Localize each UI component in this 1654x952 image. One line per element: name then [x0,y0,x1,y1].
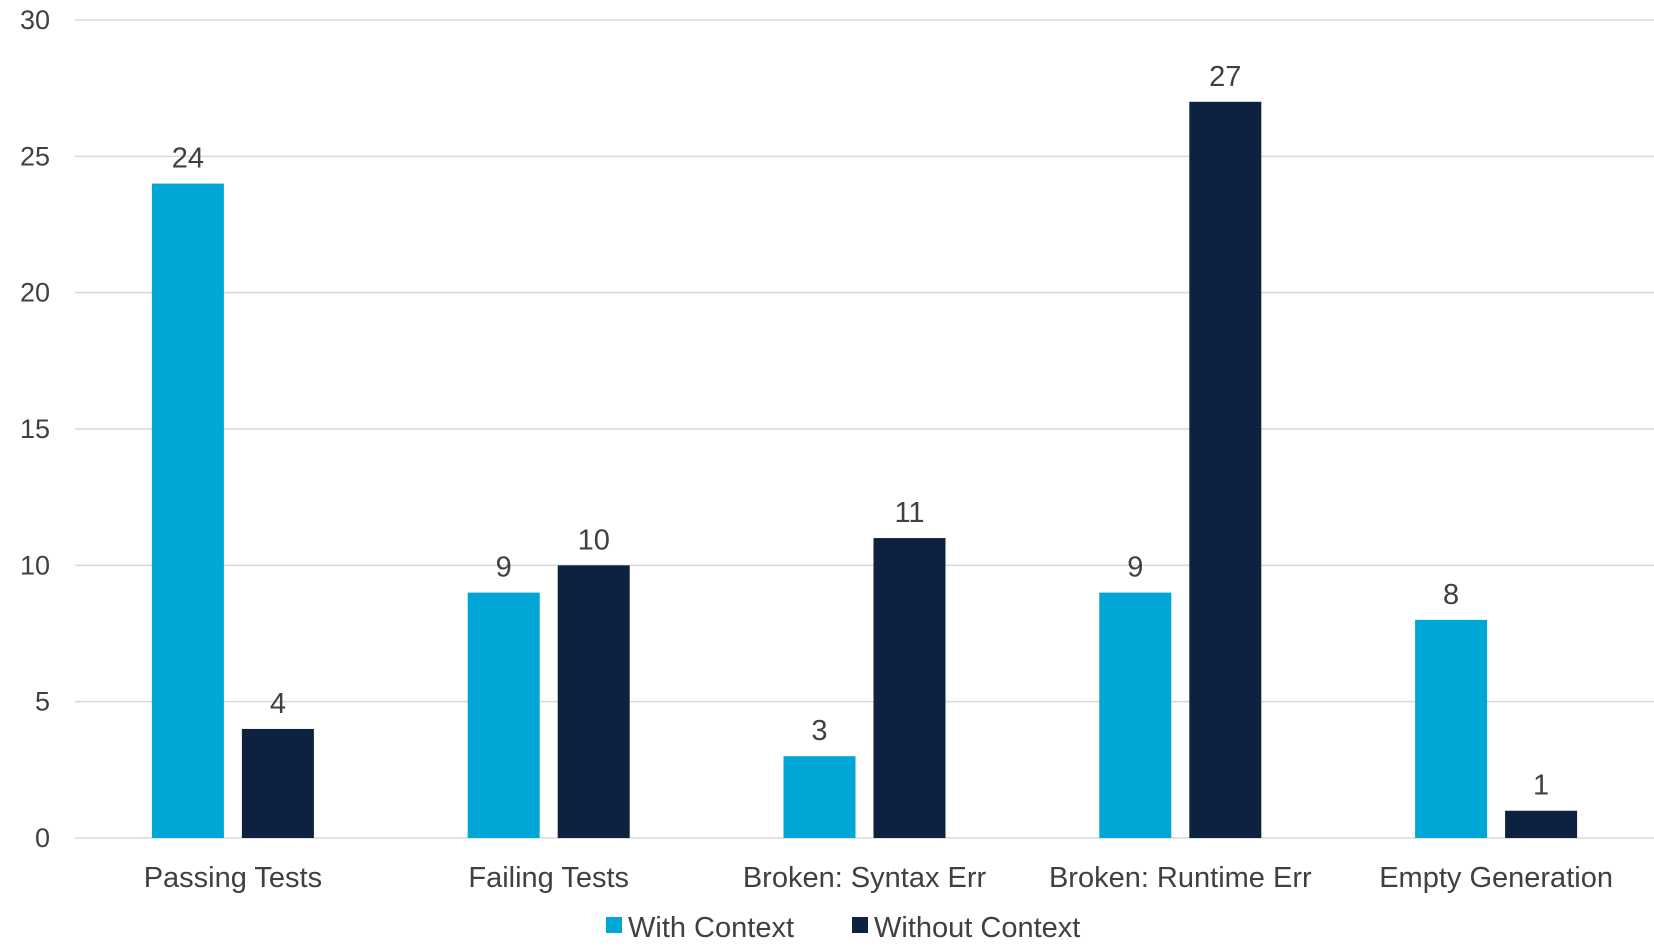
legend-swatch [852,917,868,933]
data-label: 1 [1533,770,1549,802]
data-label: 11 [894,497,924,529]
y-tick-label: 15 [20,414,50,444]
legend-label: Without Context [874,912,1080,944]
data-label: 10 [578,524,610,556]
y-tick-label: 0 [35,823,50,853]
data-label: 9 [1127,552,1143,584]
bar-without-context [1505,810,1578,838]
bar-without-context [241,728,314,838]
x-category-label: Failing Tests [468,862,629,894]
x-axis-categories: Passing Tests Failing Tests Broken: Syntax… [144,862,1613,894]
data-label: 9 [496,552,512,584]
bar-with-context [467,592,540,838]
data-label: 4 [270,688,286,720]
y-tick-label: 5 [35,687,50,717]
y-tick-label: 10 [20,550,50,580]
y-tick-label: 30 [20,5,50,35]
legend-label: With Context [628,912,794,944]
bar-with-context [783,756,856,838]
x-category-label: Empty Generation [1379,862,1613,894]
gridlines [75,19,1654,839]
legend-swatch [606,917,622,933]
data-label: 8 [1443,579,1459,611]
y-tick-label: 25 [20,141,50,171]
y-axis-ticks: 0 5 10 15 20 25 30 [20,5,50,853]
data-label: 3 [811,715,827,747]
x-category-label: Broken: Syntax Err [743,862,987,894]
data-labels: 24 4 9 10 3 11 9 27 8 1 [172,61,1549,802]
bar-without-context [1189,101,1262,839]
bar-with-context [1415,619,1488,838]
bar-with-context [151,183,224,839]
data-label: 27 [1209,61,1241,93]
bar-without-context [873,538,946,838]
bar-without-context [557,565,630,838]
bar-with-context [1099,592,1172,838]
x-category-label: Broken: Runtime Err [1049,862,1312,894]
y-tick-label: 20 [20,278,50,308]
legend: With Context Without Context [606,912,1080,944]
bars [151,101,1578,839]
x-category-label: Passing Tests [144,862,322,894]
data-label: 24 [172,143,204,175]
